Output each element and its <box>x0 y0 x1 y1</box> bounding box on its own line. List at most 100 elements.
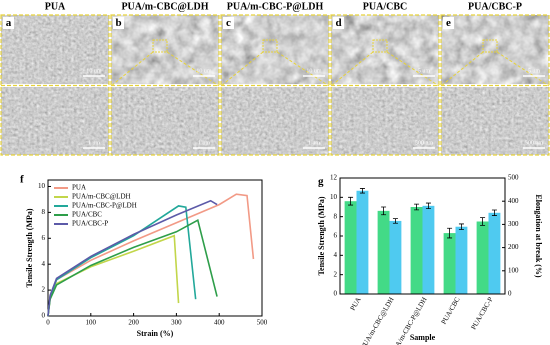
error-bar <box>491 209 497 216</box>
y2-tick-label: 500 <box>508 174 519 182</box>
bar <box>410 207 423 294</box>
legend-label: PUA <box>72 184 86 192</box>
sem-image-bottom <box>221 87 329 155</box>
scale-label: 1 um <box>88 140 101 146</box>
error-bar <box>458 223 464 230</box>
sem-image-bottom <box>1 87 109 155</box>
error-bar <box>480 217 486 226</box>
zoom-line <box>276 51 330 87</box>
x-axis-label: Sample <box>410 333 436 342</box>
x-tick-label: 300 <box>171 319 182 327</box>
bar <box>389 220 402 294</box>
panel-letter: e <box>446 17 451 29</box>
bar <box>488 212 501 294</box>
x-tick-label: 100 <box>86 319 97 327</box>
y-tick-label: 0 <box>42 312 46 320</box>
plot-frame <box>339 177 506 295</box>
sem-image-top <box>221 15 329 84</box>
error-bar <box>392 218 398 224</box>
error-bar <box>381 206 387 216</box>
sem-image-top <box>441 15 549 84</box>
scale-label: 1 um <box>308 140 321 146</box>
zoom-box <box>372 39 388 53</box>
scale-label: 10 um <box>196 68 212 74</box>
panel-header: PUA/m-CBC@LDH <box>121 1 208 12</box>
x-tick-label: 500 <box>257 319 268 327</box>
zoom-box <box>152 39 168 53</box>
panel-letter: f <box>20 174 24 186</box>
bar <box>377 210 390 294</box>
line-series <box>47 234 180 317</box>
line-series <box>47 218 218 317</box>
error-bar <box>447 227 453 239</box>
panel-header: PUA/CBC <box>363 1 407 12</box>
line-series <box>47 199 218 317</box>
scale-label: 5 um <box>528 68 541 74</box>
sem-image-top <box>1 15 109 84</box>
y-tick-label: 4 <box>42 260 46 268</box>
y2-tick-label: 400 <box>508 197 519 205</box>
zoom-box <box>482 39 498 53</box>
legend-label: PUA/m-CBC@LDH <box>72 193 131 201</box>
zoom-line <box>440 51 484 87</box>
bar <box>443 233 456 294</box>
x-axis-label: Strain (%) <box>137 329 174 338</box>
y-tick-label: 10 <box>330 193 338 201</box>
y-tick-label: 4 <box>334 251 338 259</box>
letter-bg <box>113 17 124 29</box>
zoom-box <box>262 39 278 53</box>
x-tick-label: PUA/CBC <box>440 296 462 326</box>
panel-header: PUA/m-CBC-P@LDH <box>227 1 324 12</box>
y2-tick-label: 0 <box>508 290 512 298</box>
legend-label: PUA/m-CBC-P@LDH <box>72 202 137 210</box>
panel-letter: d <box>335 17 341 29</box>
zoom-line <box>386 51 440 87</box>
bar <box>476 221 489 294</box>
x-tick-label: PUA <box>349 296 363 312</box>
letter-bg <box>333 17 344 29</box>
y-axis-label: Tensile Strength (MPa) <box>25 208 34 287</box>
line-series <box>47 205 197 317</box>
sem-image-top <box>111 15 219 84</box>
y2-tick-label: 200 <box>508 243 519 251</box>
sem-image-bottom <box>441 87 549 155</box>
error-bar <box>359 188 365 194</box>
sem-image-top <box>331 15 439 84</box>
panel-header: PUA/CBC-P <box>468 1 522 12</box>
panel-header: PUA <box>45 1 66 12</box>
bar <box>455 226 468 294</box>
legend-label: PUA/CBC <box>72 211 102 219</box>
y-tick-label: 6 <box>334 232 338 240</box>
letter-bg <box>443 17 454 29</box>
plot-frame <box>47 179 263 317</box>
zoom-line <box>166 51 220 87</box>
scale-label: 1 um <box>198 140 211 146</box>
zoom-line <box>110 51 154 87</box>
x-tick-label: 0 <box>46 319 50 327</box>
y-tick-label: 0 <box>334 290 338 298</box>
x-tick-label: PUA/m-CBC@LDH <box>359 296 395 345</box>
panel-letter: g <box>318 176 324 188</box>
letter-bg <box>223 17 234 29</box>
scale-label: 5 um <box>418 68 431 74</box>
y2-tick-label: 300 <box>508 220 519 228</box>
error-bar <box>348 196 354 206</box>
y-tick-label: 10 <box>38 182 46 190</box>
sem-image-bottom <box>111 87 219 155</box>
y-tick-label: 8 <box>42 208 46 216</box>
letter-bg <box>3 17 14 29</box>
x-tick-label: PUA/CBC-P <box>470 296 495 331</box>
legend-label: PUA/CBC-P <box>72 220 108 228</box>
y-axis-label: Tensile Strength (MPa) <box>317 196 326 275</box>
sem-image-bottom <box>331 87 439 155</box>
y-tick-label: 2 <box>334 270 338 278</box>
zoom-line <box>330 51 374 87</box>
panel-letter: a <box>6 17 12 29</box>
scale-label: 10 um <box>306 68 322 74</box>
scale-label: 500 nm <box>525 140 544 146</box>
x-tick-label: 400 <box>214 319 225 327</box>
bar <box>356 190 369 294</box>
error-bar <box>414 203 420 211</box>
